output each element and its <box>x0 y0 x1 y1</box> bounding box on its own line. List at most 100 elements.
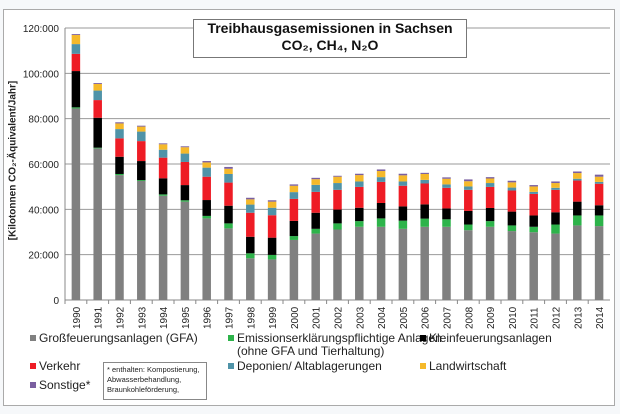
bar-segment <box>376 226 386 300</box>
bar-segment <box>137 180 146 181</box>
bar-segment <box>420 204 429 219</box>
bar-segment <box>594 181 604 184</box>
bar-segment <box>529 185 538 187</box>
bar-segment <box>311 212 320 229</box>
bar-segment <box>180 153 190 162</box>
legend-item: Großfeuerungsanlagen (GFA) <box>30 332 198 345</box>
bar-segment <box>246 236 255 254</box>
bar-segment <box>311 233 320 300</box>
bar-segment <box>507 187 517 191</box>
bar-segment <box>464 181 473 187</box>
y-tick-label: 120:000 <box>23 24 60 35</box>
bar-segment <box>573 180 582 202</box>
bar-segment <box>464 186 473 190</box>
bar-segment <box>115 156 124 174</box>
x-tick-label: 1994 <box>159 306 170 329</box>
bar-segment <box>594 226 604 300</box>
x-tick-label: 2006 <box>421 306 432 329</box>
legend-item: Sonstige* <box>30 379 90 392</box>
bar-segment <box>333 176 342 184</box>
bar-segment <box>202 215 211 219</box>
x-tick-label: 1997 <box>225 306 236 329</box>
bar-segment <box>464 230 473 300</box>
y-tick-label: 60:000 <box>28 160 59 171</box>
bar-segment <box>267 215 277 238</box>
bar-segment <box>464 189 473 211</box>
bar-segment <box>267 207 277 216</box>
bar-segment <box>267 201 277 208</box>
bar-segment <box>246 197 255 200</box>
bar-segment <box>267 200 277 202</box>
bar-segment <box>93 83 102 91</box>
bar-segment <box>398 181 408 186</box>
bar-segment <box>464 224 473 231</box>
chart-title-box: Treibhausgasemissionen in Sachsen CO₂, C… <box>193 19 467 58</box>
chart-title: Treibhausgasemissionen in Sachsen <box>207 20 453 36</box>
bar-segment <box>398 206 408 221</box>
bar-segment <box>137 126 146 132</box>
bar-segment <box>93 148 102 300</box>
bar-segment <box>420 183 429 205</box>
bar-segment <box>115 123 124 130</box>
bar-segment <box>355 221 364 227</box>
bar-segment <box>355 181 364 187</box>
bar-segment <box>376 218 386 227</box>
bar-segment <box>376 177 386 182</box>
legend-swatch <box>30 382 36 388</box>
bar-segment <box>71 53 81 72</box>
bar-segment <box>311 191 320 213</box>
y-tick-label: 80:000 <box>28 115 59 126</box>
bar-segment <box>93 147 102 149</box>
x-tick-label: 2009 <box>486 306 497 329</box>
bar-segment <box>311 228 320 234</box>
legend-label: Sonstige* <box>39 378 91 392</box>
bar-segment <box>224 228 233 300</box>
bar-segment <box>529 193 538 216</box>
x-tick-label: 2003 <box>355 306 366 329</box>
bar-segment <box>529 232 538 300</box>
bar-segment <box>289 184 299 186</box>
bar-segment <box>507 182 517 188</box>
x-tick-label: 2010 <box>508 306 519 329</box>
bar-segment <box>180 200 190 202</box>
bar-segment <box>507 225 517 232</box>
y-tick-label: 20:000 <box>28 251 59 262</box>
x-tick-label: 1995 <box>181 306 192 329</box>
bar-segment <box>93 117 102 148</box>
bar-segment <box>464 210 473 225</box>
bar-segment <box>573 173 582 179</box>
bar-segment <box>376 171 386 178</box>
bar-segment <box>355 173 364 176</box>
bar-segment <box>507 231 517 300</box>
bar-segment <box>93 100 102 118</box>
bar-segment <box>333 175 342 177</box>
bar-segment <box>355 226 364 300</box>
bar-segment <box>180 147 190 154</box>
bar-segment <box>355 175 364 182</box>
x-tick-label: 2012 <box>552 306 563 329</box>
y-tick-label: 40:000 <box>28 205 59 216</box>
bar-segment <box>333 189 342 210</box>
bar-segment <box>551 183 560 188</box>
x-tick-label: 2005 <box>399 306 410 329</box>
legend-swatch <box>228 335 234 341</box>
footnote-line: Braunkohleförderung, <box>107 385 180 394</box>
bar-segment <box>93 83 102 84</box>
x-tick-label: 2014 <box>595 306 606 329</box>
bar-segment <box>376 169 386 172</box>
bar-segment <box>289 220 299 237</box>
bar-segment <box>115 122 124 124</box>
bar-segment <box>267 237 277 255</box>
bar-segment <box>289 185 299 193</box>
legend-label: Landwirtschaft <box>429 359 507 373</box>
x-tick-label: 1999 <box>268 306 279 329</box>
legend-swatch <box>420 335 426 341</box>
bar-segment <box>333 209 342 224</box>
legend-item: Deponien/ Altablagerungen <box>228 360 382 373</box>
x-tick-label: 1991 <box>94 306 105 329</box>
legend-label: Deponien/ Altablagerungen <box>237 359 382 373</box>
x-tick-label: 2001 <box>312 306 323 329</box>
bar-segment <box>507 211 517 226</box>
bar-segment <box>355 207 364 222</box>
